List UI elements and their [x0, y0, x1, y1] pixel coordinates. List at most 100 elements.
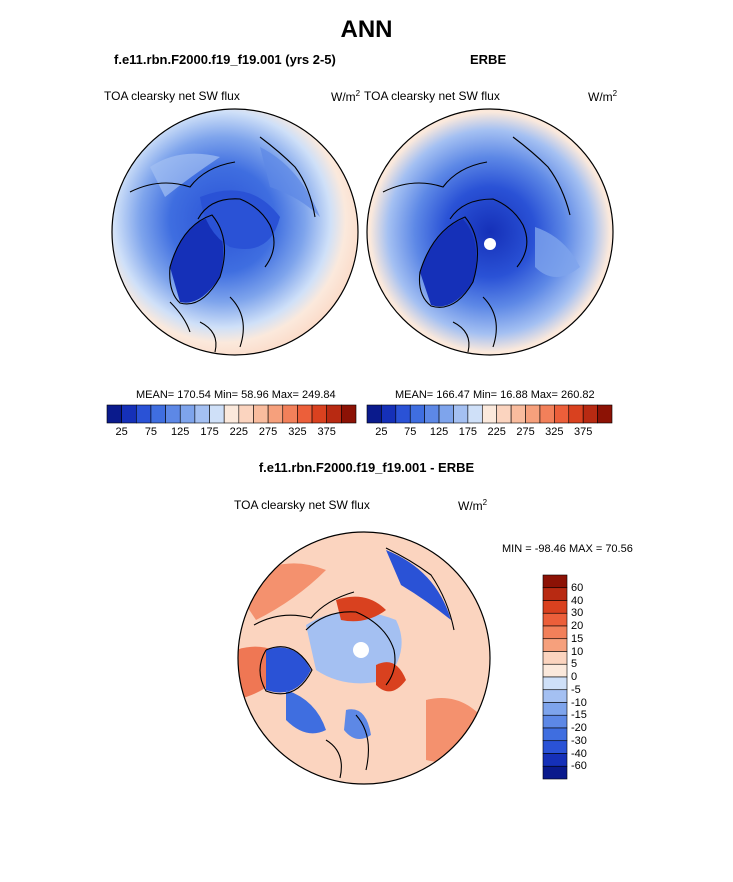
obs-colorbar-tick-label: 125 [429, 426, 449, 438]
model-variable-label: TOA clearsky net SW flux [104, 89, 240, 103]
model-polar-map [111, 108, 359, 356]
model-colorbar-box [106, 404, 122, 424]
diff-colorbar-box [542, 663, 568, 678]
diff-colorbar-ticks: 60 40 30 20 15 10 5 0 -5 -10 -15 -20 -30 -40 -60 [571, 575, 601, 779]
diff-colorbar-box [542, 574, 568, 589]
model-colorbar-box [311, 404, 328, 424]
diff-colorbar-tick-label: 15 [571, 632, 584, 645]
obs-colorbar-tick-label: 275 [516, 426, 535, 438]
model-colorbar-box [326, 404, 342, 424]
diff-colorbar-tick-label: -5 [571, 683, 581, 696]
diff-colorbar-tick-label: 60 [571, 581, 584, 594]
model-colorbar-box [223, 404, 240, 424]
obs-colorbar-tick-label: 25 [375, 426, 388, 438]
obs-colorbar-box [467, 404, 483, 424]
model-colorbar-tick-label: 175 [200, 426, 219, 438]
obs-colorbar-box [453, 404, 469, 424]
model-units-label: W/m2 [331, 89, 361, 104]
model-colorbar-box [135, 404, 152, 424]
diff-colorbar-tick-label: 20 [571, 620, 584, 632]
diff-colorbar-tick-label: -30 [571, 734, 587, 747]
model-colorbar-box [238, 404, 254, 424]
diff-colorbar [542, 574, 568, 780]
obs-colorbar-box [424, 404, 440, 424]
diff-polar-map [237, 531, 491, 785]
diff-colorbar-tick-label: 10 [571, 645, 584, 658]
diff-colorbar-tick-label: -20 [571, 722, 587, 734]
diff-variable-label: TOA clearsky net SW flux [234, 498, 370, 512]
model-colorbar-box [282, 404, 298, 424]
model-colorbar-tick-label: 275 [258, 426, 278, 438]
model-colorbar-box [194, 404, 210, 424]
diff-colorbar-tick-label: -15 [571, 709, 587, 722]
obs-colorbar-tick-label: 175 [458, 426, 478, 438]
model-panel-title: f.e11.rbn.F2000.f19_f19.001 (yrs 2-5) [114, 52, 336, 67]
obs-colorbar-box [510, 404, 526, 424]
obs-colorbar-box [597, 404, 613, 424]
model-colorbar-tick-label: 325 [288, 426, 307, 438]
model-colorbar [106, 404, 357, 424]
model-colorbar-box [121, 404, 137, 424]
obs-colorbar-box [568, 404, 584, 424]
obs-units-label: W/m2 [588, 89, 618, 104]
model-colorbar-tick-label: 75 [144, 426, 158, 438]
model-colorbar-tick-label: 225 [229, 426, 248, 438]
obs-colorbar-box [481, 404, 498, 424]
diff-colorbar-box [542, 638, 568, 652]
diff-colorbar-tick-label: -10 [571, 696, 587, 709]
model-stats: MEAN= 170.54 Min= 58.96 Max= 249.84 [136, 389, 336, 401]
model-colorbar-box [297, 404, 313, 424]
model-colorbar-box [267, 404, 284, 424]
diff-colorbar-box [542, 587, 568, 601]
obs-colorbar-box [438, 404, 454, 424]
obs-colorbar-box [554, 404, 570, 424]
obs-colorbar-box [539, 404, 555, 424]
diff-colorbar-box [542, 625, 568, 640]
obs-panel-title: ERBE [470, 52, 507, 67]
diff-colorbar-box [542, 702, 568, 716]
obs-colorbar-tick-label: 75 [404, 426, 417, 438]
diff-colorbar-box [542, 765, 568, 780]
obs-colorbar-box [366, 404, 382, 424]
diff-panel-title: f.e11.rbn.F2000.f19_f19.001 - ERBE [258, 460, 475, 475]
obs-colorbar-box [395, 404, 411, 424]
obs-colorbar-box [409, 404, 425, 424]
model-colorbar-box [253, 404, 269, 424]
diff-colorbar-tick-label: 0 [571, 671, 578, 683]
obs-stats: MEAN= 166.47 Min= 16.88 Max= 260.82 [395, 389, 595, 401]
figure-title: ANN [340, 16, 393, 43]
obs-colorbar-tick-label: 375 [573, 426, 593, 438]
model-colorbar-tick-label: 125 [171, 426, 190, 438]
model-colorbar-box [209, 404, 225, 424]
diff-colorbar-box [542, 651, 568, 665]
diff-stats: MIN = -98.46 MAX = 70.56 [502, 543, 633, 555]
diff-units-label: W/m2 [458, 498, 488, 513]
model-colorbar-tick-label: 375 [317, 426, 336, 438]
obs-colorbar-box [381, 404, 397, 424]
model-colorbar-box [341, 404, 357, 424]
diff-colorbar-box [542, 689, 568, 703]
diff-colorbar-tick-label: -60 [571, 760, 587, 773]
diff-colorbar-tick-label: -40 [571, 747, 587, 760]
obs-colorbar [366, 404, 613, 424]
diff-colorbar-box [542, 612, 568, 627]
obs-variable-label: TOA clearsky net SW flux [364, 89, 500, 103]
obs-colorbar-tick-label: 225 [487, 426, 506, 438]
obs-colorbar-ticks: 25 75 125 175 225 275 325 375 [367, 426, 612, 440]
diff-colorbar-box [542, 676, 568, 691]
obs-colorbar-box [496, 404, 512, 424]
obs-colorbar-tick-label: 325 [545, 426, 564, 438]
diff-colorbar-box [542, 740, 568, 754]
diff-colorbar-box [542, 753, 568, 767]
model-colorbar-tick-label: 25 [115, 426, 128, 438]
model-colorbar-box [150, 404, 166, 424]
obs-polar-map [366, 108, 614, 356]
obs-colorbar-box [582, 404, 598, 424]
model-colorbar-box [165, 404, 181, 424]
diff-colorbar-tick-label: 40 [571, 594, 584, 607]
obs-colorbar-box [525, 404, 541, 424]
diff-colorbar-box [542, 714, 568, 729]
diff-colorbar-tick-label: 5 [571, 658, 578, 671]
diff-colorbar-tick-label: 30 [571, 607, 584, 620]
model-colorbar-box [179, 404, 196, 424]
